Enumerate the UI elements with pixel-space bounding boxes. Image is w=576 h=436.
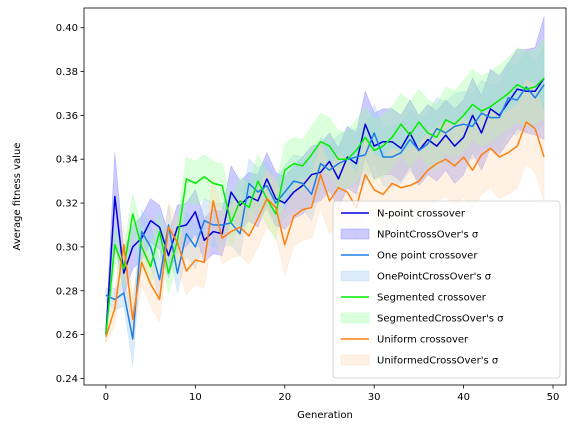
legend-entry-label: One point crossover <box>377 251 478 262</box>
x-tick-label: 20 <box>278 392 291 403</box>
y-tick-label: 0.30 <box>56 242 78 253</box>
series-line-3 <box>105 77 545 335</box>
sigma-band-2 <box>105 45 545 366</box>
legend-entry-label: Segmented crossover <box>377 293 487 304</box>
sigma-band-3 <box>105 37 545 342</box>
x-tick-label: 40 <box>457 392 470 403</box>
legend-box <box>332 200 561 379</box>
x-axis-ticks: 0 10 20 30 40 50 <box>103 385 560 403</box>
x-tick-label: 10 <box>189 392 202 403</box>
y-tick-label: 0.34 <box>56 155 78 166</box>
legend: N-point crossover NPointCrossOver's σ One … <box>332 200 561 379</box>
legend-entry-label: UniformedCrossOver's σ <box>377 356 499 367</box>
y-tick-label: 0.32 <box>56 199 78 210</box>
series-lines <box>105 77 545 340</box>
series-line-4 <box>105 121 545 338</box>
legend-entry-label: N-point crossover <box>377 209 466 220</box>
sigma-band-1 <box>105 16 545 342</box>
y-tick-label: 0.26 <box>56 330 78 341</box>
y-axis-ticks: 0.24 0.26 0.28 0.30 0.32 0.34 0.36 0.38 0.40 <box>56 23 84 385</box>
legend-band-swatch <box>340 270 370 282</box>
legend-entry-label: SegmentedCrossOver's σ <box>377 314 504 325</box>
legend-band-swatch <box>340 354 370 366</box>
legend-entry-label: Uniform crossover <box>377 335 469 346</box>
y-tick-label: 0.40 <box>56 23 78 34</box>
legend-entry-label: OnePointCrossOver's σ <box>377 272 492 283</box>
y-tick-label: 0.28 <box>56 286 78 297</box>
sigma-bands <box>105 16 545 366</box>
legend-band-swatch <box>340 228 370 240</box>
plot-frame <box>83 7 567 386</box>
y-tick-label: 0.36 <box>56 111 78 122</box>
x-tick-label: 50 <box>547 392 560 403</box>
series-line-2 <box>105 84 545 340</box>
x-tick-label: 0 <box>103 392 109 403</box>
x-tick-label: 30 <box>368 392 381 403</box>
x-axis-label: Generation <box>297 410 353 421</box>
y-tick-label: 0.24 <box>56 374 78 385</box>
y-axis-label: Average fitness value <box>12 143 23 251</box>
legend-band-swatch <box>340 312 370 324</box>
y-tick-label: 0.38 <box>56 67 78 78</box>
legend-entry-label: NPointCrossOver's σ <box>377 230 479 241</box>
